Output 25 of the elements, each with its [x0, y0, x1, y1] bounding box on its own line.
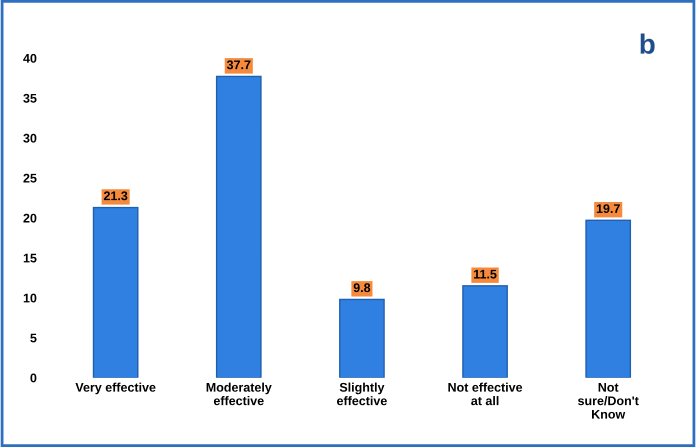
data-label: 21.3: [104, 191, 128, 200]
y-tick-label: 20: [23, 214, 36, 223]
x-tick-label: Very effective: [75, 382, 156, 394]
data-label: 11.5: [474, 270, 497, 279]
y-tick-label: 40: [23, 54, 36, 63]
y-tick-label: 25: [23, 174, 37, 183]
text: b: [640, 34, 655, 54]
y-tick-label: 0: [30, 374, 36, 382]
bar: [585, 220, 632, 378]
y-tick-label: 30: [23, 134, 36, 143]
bar: [216, 76, 262, 378]
bar: [92, 206, 139, 378]
x-tick-label: Slightly effective: [337, 382, 387, 406]
y-tick-label: 35: [23, 94, 37, 103]
y-tick-label: 5: [30, 334, 37, 342]
x-tick-label: Moderately effective: [206, 382, 272, 406]
bar: [339, 298, 385, 378]
y-tick-label: 10: [24, 294, 36, 302]
x-tick-label: Not sure/Don't Know: [578, 383, 639, 419]
data-label: 19.7: [596, 204, 620, 214]
data-label: 37.7: [226, 60, 250, 70]
data-label: 9.8: [354, 283, 370, 292]
bar: [462, 285, 508, 378]
y-tick-label: 15: [24, 254, 37, 263]
x-tick-label: Not effective at all: [448, 382, 522, 406]
